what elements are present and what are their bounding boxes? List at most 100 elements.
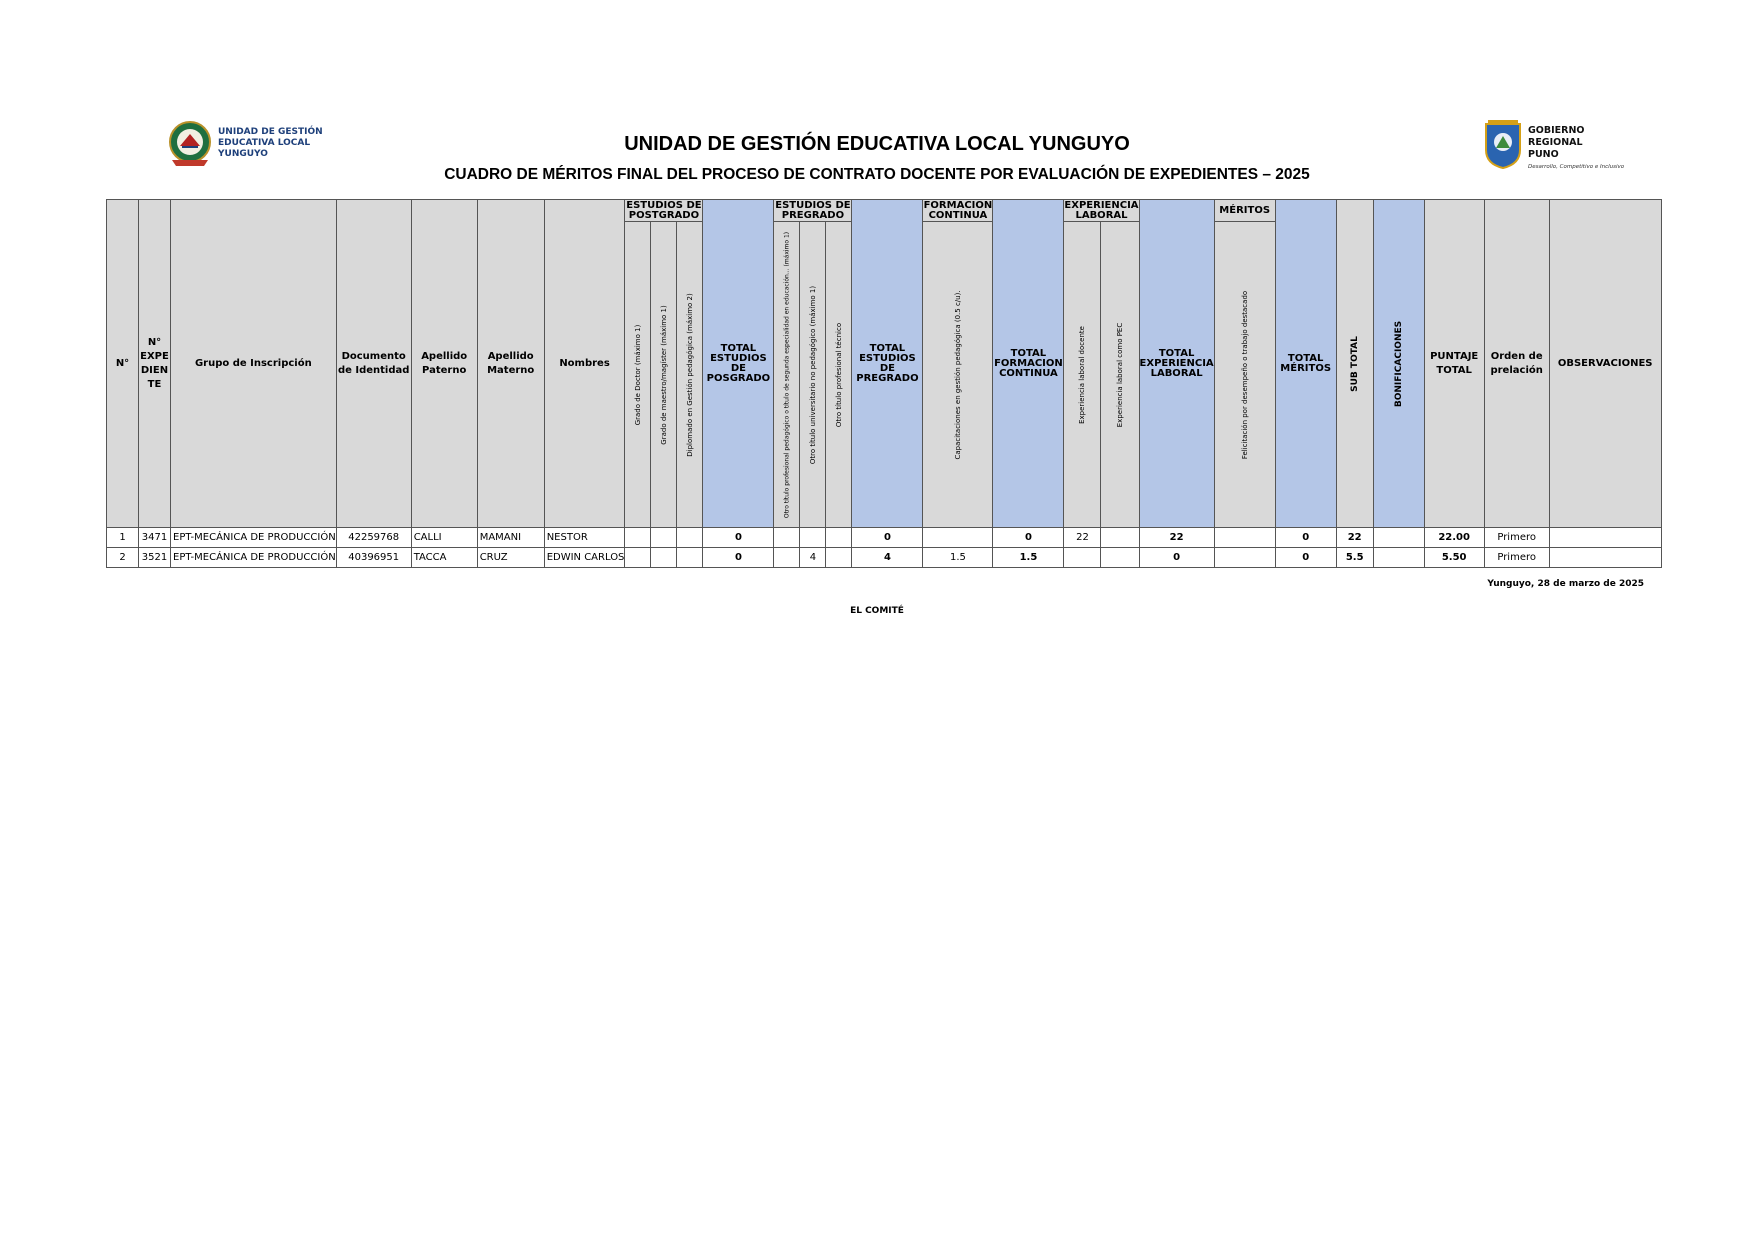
cell-exp-2 <box>1100 547 1140 568</box>
col-documento-header: Documento de Identidad <box>335 199 412 528</box>
cell-pre-3 <box>825 527 853 548</box>
cell-puntaje: 22.00 <box>1423 527 1485 548</box>
cell-total-formacion: 0 <box>992 527 1065 548</box>
cell-total-formacion: 1.5 <box>992 547 1065 568</box>
cell-bonificaciones <box>1372 527 1425 548</box>
logo-left-line3: YUNGUYO <box>218 149 268 159</box>
cell-n: 2 <box>106 547 139 568</box>
col-pre-3-header: Otro título profesional técnico <box>825 221 853 528</box>
cell-total-posgrado: 0 <box>702 547 775 568</box>
cell-documento: 42259768 <box>335 527 412 548</box>
cell-meritos-1 <box>1213 527 1276 548</box>
cell-n: 1 <box>106 527 139 548</box>
cell-formacion-1 <box>922 527 994 548</box>
cell-grupo: EPT-MECÁNICA DE PRODUCCIÓN <box>170 547 337 568</box>
cell-expediente: 3521 <box>138 547 171 568</box>
col-expediente-header: N° EXPE DIEN TE <box>138 199 171 528</box>
cell-pos-1 <box>624 547 652 568</box>
merit-table: N° N° EXPE DIEN TE Grupo de Inscripción … <box>106 199 1662 568</box>
group-meritos-header: MÉRITOS <box>1213 199 1276 222</box>
cell-documento: 40396951 <box>335 547 412 568</box>
cell-nombres: NESTOR <box>543 527 626 548</box>
logo-right-line2: REGIONAL <box>1528 137 1583 148</box>
col-bonificaciones-header: BONIFICACIONES <box>1372 199 1425 528</box>
col-exp-2-header: Experiencia laboral como PEC <box>1100 221 1140 528</box>
col-pre-2-header: Otro título universitario no pedagógico … <box>799 221 827 528</box>
group-pregrado-header: ESTUDIOS DE PREGRADO <box>773 199 853 222</box>
logo-right-line1: GOBIERNO <box>1528 125 1585 136</box>
cell-total-experiencia: 22 <box>1138 527 1215 548</box>
cell-subtotal: 22 <box>1335 527 1374 548</box>
page-title: UNIDAD DE GESTIÓN EDUCATIVA LOCAL YUNGUY… <box>624 133 1130 155</box>
cell-puntaje: 5.50 <box>1423 547 1485 568</box>
gobierno-regional-puno-logo: GOBIERNO REGIONAL PUNO Desarrollo, Compe… <box>1482 120 1624 172</box>
committee-label: EL COMITÉ <box>850 606 904 616</box>
cell-ap-paterno: TACCA <box>410 547 478 568</box>
cell-pre-1 <box>773 547 801 568</box>
col-meritos-1-header: Felicitación por desempeño o trabajo des… <box>1213 221 1276 528</box>
col-pre-1-header: Otro título profesional pedagógico o tít… <box>773 221 801 528</box>
col-total-posgrado-header: TOTAL ESTUDIOS DE POSGRADO <box>702 199 775 528</box>
cell-total-pregrado: 4 <box>851 547 924 568</box>
cell-bonificaciones <box>1372 547 1425 568</box>
cell-pos-3 <box>676 527 704 548</box>
cell-expediente: 3471 <box>138 527 171 548</box>
col-observaciones-header: OBSERVACIONES <box>1548 199 1662 528</box>
col-ap-paterno-header: Apellido Paterno <box>410 199 478 528</box>
col-total-meritos-header: TOTAL MÉRITOS <box>1274 199 1337 528</box>
cell-total-meritos: 0 <box>1274 547 1337 568</box>
cell-pos-2 <box>650 547 678 568</box>
cell-orden: Primero <box>1483 527 1550 548</box>
group-experiencia-header: EXPERIENCIA LABORAL <box>1063 199 1140 222</box>
cell-pre-2: 4 <box>799 547 827 568</box>
cell-ap-paterno: CALLI <box>410 527 478 548</box>
col-n-header: N° <box>106 199 139 528</box>
col-pos-2-header: Grado de maestro/magíster (máximo 1) <box>650 221 678 528</box>
cell-pre-3 <box>825 547 853 568</box>
logo-left-line2: EDUCATIVA LOCAL <box>218 138 311 148</box>
col-ap-materno-header: Apellido Materno <box>476 199 545 528</box>
cell-pos-1 <box>624 527 652 548</box>
cell-exp-1: 22 <box>1063 527 1102 548</box>
logo-right-line3: PUNO <box>1528 149 1559 160</box>
cell-total-posgrado: 0 <box>702 527 775 548</box>
table-row: 2 3521 EPT-MECÁNICA DE PRODUCCIÓN 403969… <box>106 547 1662 568</box>
cell-pos-3 <box>676 547 704 568</box>
cell-meritos-1 <box>1213 547 1276 568</box>
cell-pos-2 <box>650 527 678 548</box>
col-nombres-header: Nombres <box>543 199 626 528</box>
cell-subtotal: 5.5 <box>1335 547 1374 568</box>
col-orden-header: Orden de prelación <box>1483 199 1550 528</box>
col-pos-3-header: Diplomado en Gestión pedagógica (máximo … <box>676 221 704 528</box>
cell-nombres: EDWIN CARLOS <box>543 547 626 568</box>
cell-total-meritos: 0 <box>1274 527 1337 548</box>
col-total-pregrado-header: TOTAL ESTUDIOS DE PREGRADO <box>851 199 924 528</box>
page-subtitle: CUADRO DE MÉRITOS FINAL DEL PROCESO DE C… <box>444 166 1310 183</box>
col-total-formacion-header: TOTAL FORMACION CONTINUA <box>992 199 1065 528</box>
col-subtotal-header: SUB TOTAL <box>1335 199 1374 528</box>
cell-observaciones <box>1548 527 1662 548</box>
table-row: 1 3471 EPT-MECÁNICA DE PRODUCCIÓN 422597… <box>106 527 1662 548</box>
group-formacion-header: FORMACIÓN CONTINUA <box>922 199 994 222</box>
col-formacion-1-header: Capacitaciones en gestión pedagógica (0.… <box>922 221 994 528</box>
cell-formacion-1: 1.5 <box>922 547 994 568</box>
col-total-experiencia-header: TOTAL EXPERIENCIA LABORAL <box>1138 199 1215 528</box>
ugel-yunguyo-logo: UNIDAD DE GESTIÓN EDUCATIVA LOCAL YUNGUY… <box>168 120 323 170</box>
cell-pre-1 <box>773 527 801 548</box>
cell-total-experiencia: 0 <box>1138 547 1215 568</box>
logo-left-line1: UNIDAD DE GESTIÓN <box>218 127 323 137</box>
col-exp-1-header: Experiencia laboral docente <box>1063 221 1102 528</box>
cell-observaciones <box>1548 547 1662 568</box>
col-pos-1-header: Grado de Doctor (máximo 1) <box>624 221 652 528</box>
col-puntaje-header: PUNTAJE TOTAL <box>1423 199 1485 528</box>
cell-grupo: EPT-MECÁNICA DE PRODUCCIÓN <box>170 527 337 548</box>
cell-ap-materno: CRUZ <box>476 547 545 568</box>
logo-right-motto: Desarrollo, Competitivo e Inclusivo <box>1528 164 1625 170</box>
cell-orden: Primero <box>1483 547 1550 568</box>
cell-exp-2 <box>1100 527 1140 548</box>
footer-date: Yunguyo, 28 de marzo de 2025 <box>1487 579 1644 589</box>
col-grupo-header: Grupo de Inscripción <box>170 199 337 528</box>
cell-exp-1 <box>1063 547 1102 568</box>
puno-shield-icon <box>1485 120 1521 170</box>
cell-pre-2 <box>799 527 827 548</box>
